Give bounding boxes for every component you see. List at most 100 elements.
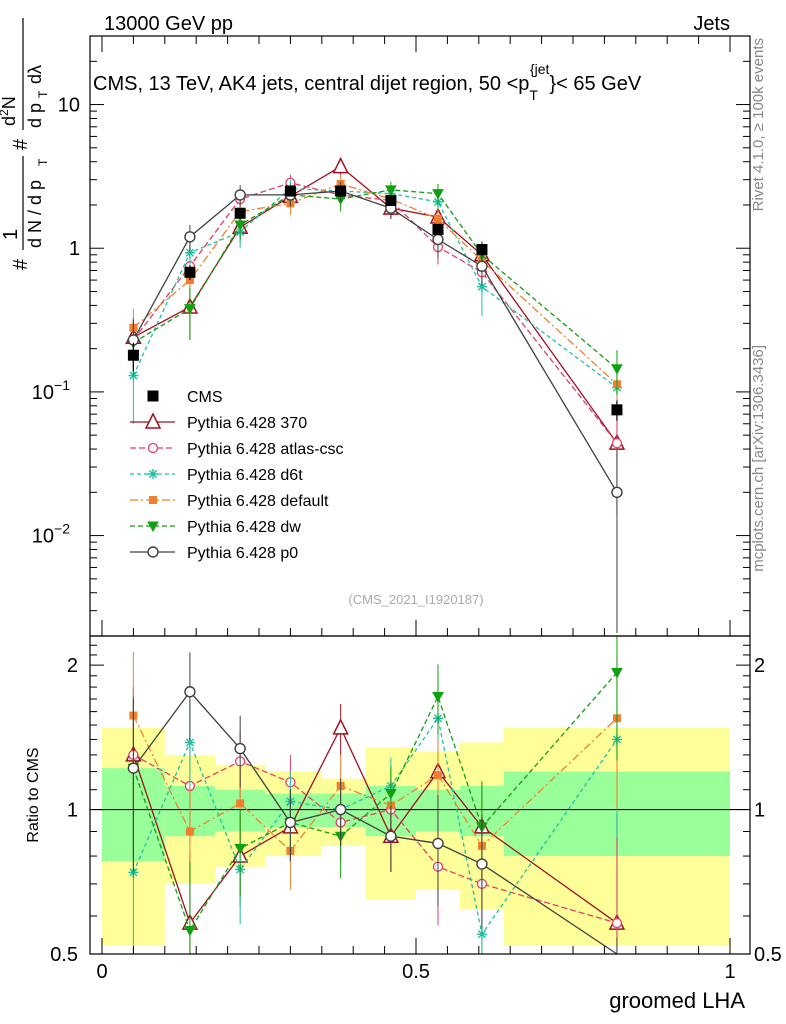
point-default-6 <box>433 214 442 223</box>
ratio-point-atlas-8 <box>611 917 623 929</box>
ratio-series-p0 <box>127 652 618 955</box>
ylabel-dN: d N / d p <box>25 180 45 248</box>
legend-entry-p0: Pythia 6.428 p0 <box>130 545 298 562</box>
point-p0-7 <box>476 260 488 272</box>
point-dw-1 <box>184 304 196 315</box>
ratio-ytick-label-right-0: 0.5 <box>754 944 782 966</box>
ylabel-hash2: # <box>10 138 32 150</box>
point-cms-2 <box>234 207 246 219</box>
ratio-frame <box>89 635 751 955</box>
legend-marker-default <box>149 496 157 504</box>
rivet-label: Rivet 4.1.0, ≥ 100k events <box>750 38 767 211</box>
mcplots-label: mcplots.cern.ch [arXiv:1306.3436] <box>750 345 767 572</box>
ratio-ytick-label-right-2: 2 <box>754 655 765 677</box>
legend-label-CMS: CMS <box>187 389 223 406</box>
y-axis-label: # 1 d N / d p T # d2N d p T dλ <box>0 18 50 270</box>
ratio-point-p370-4 <box>332 718 349 735</box>
header-right: Jets <box>693 13 730 35</box>
point-cms-1 <box>184 266 196 278</box>
title-sup: {jet <box>530 61 550 77</box>
xtick-label-2: 1 <box>724 961 735 983</box>
ratio-ylabel: Ratio to CMS <box>25 747 42 842</box>
ratio-point-p0-6 <box>432 837 444 850</box>
point-dw-5 <box>385 185 397 196</box>
ratio-plot-area <box>125 636 626 955</box>
header-left: 13000 GeV pp <box>104 13 233 35</box>
analysis-id: (CMS_2021_I1920187) <box>348 592 483 607</box>
ratio-point-dw-1 <box>184 925 196 937</box>
xtick-label-1: 0.5 <box>402 961 430 983</box>
ylabel-one: 1 <box>0 229 22 240</box>
chart-title: CMS, 13 TeV, AK4 jets, central dijet reg… <box>93 61 642 103</box>
point-dw-2 <box>234 220 247 232</box>
series-line-default <box>132 183 618 385</box>
ratio-point-default-2 <box>236 799 245 808</box>
legend-label-p370: Pythia 6.428 370 <box>187 415 307 432</box>
title-sub: T <box>529 87 538 103</box>
point-p0-8 <box>611 486 623 499</box>
ratio-uncertainty-bands <box>90 727 750 946</box>
ratio-point-dw-6 <box>432 692 444 703</box>
point-dw-8 <box>611 364 623 375</box>
legend-entry-default: Pythia 6.428 default <box>130 493 329 510</box>
ratio-point-p0-2 <box>234 742 246 755</box>
ratio-point-p0-3 <box>284 816 297 829</box>
title-main: CMS, 13 TeV, AK4 jets, central dijet reg… <box>93 73 529 95</box>
legend-label-p0: Pythia 6.428 p0 <box>187 545 298 562</box>
ytick-label-main-3: 10 <box>58 95 80 117</box>
series-d6t <box>128 179 622 424</box>
point-p370-4 <box>332 156 349 174</box>
point-p0-1 <box>184 231 196 243</box>
ratio-point-d6t-1 <box>184 737 195 748</box>
ytick-label-main-2: 1 <box>69 238 80 260</box>
point-cms-0 <box>127 349 139 361</box>
ratio-ytick-label-left-0: 0.5 <box>50 944 78 966</box>
ratio-ytick-label-left-1: 1 <box>67 800 78 822</box>
ratio-ytick-label-left-2: 2 <box>67 655 78 677</box>
ratio-point-p0-7 <box>476 858 488 870</box>
legend-label-d6t: Pythia 6.428 d6t <box>187 467 303 484</box>
legend-label-dw: Pythia 6.428 dw <box>187 519 301 536</box>
ylabel-hash1: # <box>10 258 32 270</box>
legend-marker-p0 <box>147 546 159 558</box>
title-tail: }< 65 GeV <box>549 73 641 95</box>
xtick-label-0: 0 <box>96 961 107 983</box>
point-d6t-0 <box>128 370 139 381</box>
ratio-point-p0-1 <box>184 686 196 698</box>
legend-entry-d6t: Pythia 6.428 d6t <box>130 467 303 484</box>
ratio-point-p0-0 <box>127 762 140 774</box>
legend-marker-p370 <box>144 412 162 429</box>
ylabel-T1: T <box>36 158 50 166</box>
ylabel-dpt: d p <box>25 103 45 128</box>
point-cms-8 <box>611 404 623 416</box>
legend-label-default: Pythia 6.428 default <box>187 493 329 510</box>
legend-marker-d6t <box>148 469 158 479</box>
ratio-point-dw-2 <box>234 843 247 855</box>
legend-entry-atlas: Pythia 6.428 atlas-csc <box>130 441 344 458</box>
ytick-label-main-1: 10−1 <box>32 377 70 404</box>
x-axis-label: groomed LHA <box>609 988 745 1013</box>
legend-marker-dw <box>147 521 159 533</box>
legend-entry-dw: Pythia 6.428 dw <box>130 519 301 536</box>
point-atlas-8 <box>611 437 623 449</box>
axes: 10−2 10−1 1 10 0.5 0.5 1 1 2 2 0 0.5 1 <box>32 35 782 983</box>
series-cms <box>127 185 623 421</box>
ylabel-dl: dλ <box>25 65 45 84</box>
point-cms-6 <box>432 223 444 235</box>
ratio-point-dw-5 <box>385 789 397 800</box>
ratio-point-dw-8 <box>611 668 623 679</box>
ratio-point-default-1 <box>185 827 194 836</box>
legend-entry-CMS: CMS <box>147 389 223 406</box>
ratio-ytick-label-right-1: 1 <box>754 800 765 822</box>
legend-marker-CMS <box>147 390 159 402</box>
series-dw <box>127 181 623 396</box>
point-d6t-1 <box>184 247 195 258</box>
point-p0-2 <box>234 189 246 201</box>
point-cms-5 <box>385 194 397 206</box>
point-d6t-7 <box>476 281 487 292</box>
ratio-point-d6t-7 <box>476 929 487 940</box>
point-dw-6 <box>432 189 444 200</box>
main-plot-area <box>125 156 626 633</box>
point-cms-3 <box>284 185 296 197</box>
